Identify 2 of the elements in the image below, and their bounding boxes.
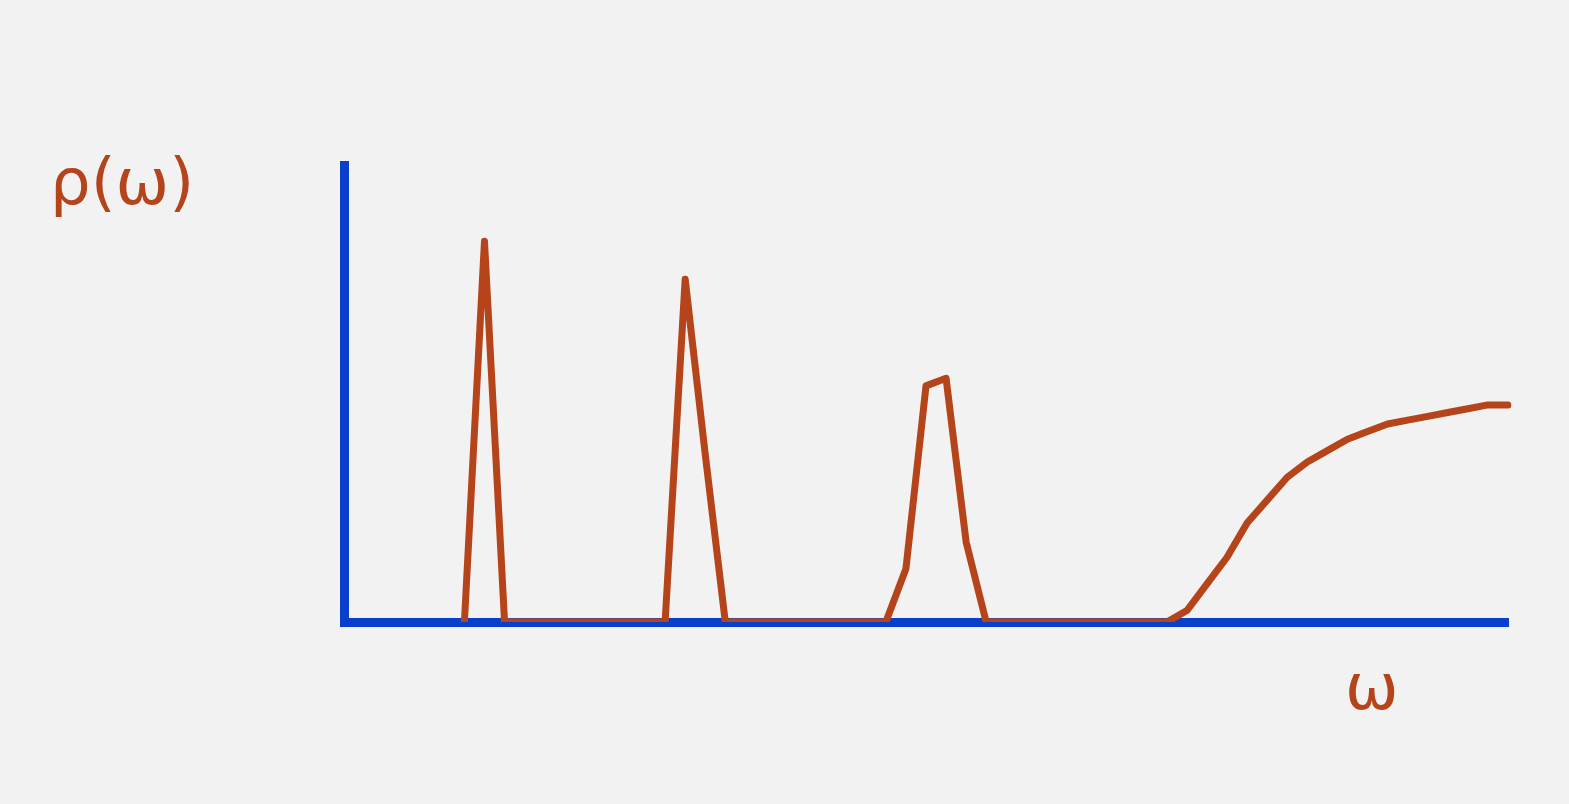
y-axis-title: ρ(ω) — [50, 145, 195, 219]
x-axis-title: ω — [1345, 650, 1399, 724]
